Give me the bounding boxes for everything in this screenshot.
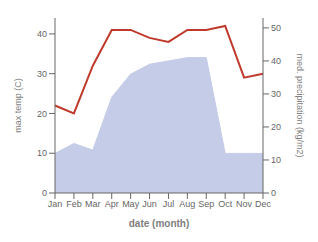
svg-text:Aug: Aug: [179, 199, 195, 209]
svg-text:Oct: Oct: [218, 199, 233, 209]
svg-text:20: 20: [271, 122, 281, 132]
svg-text:20: 20: [37, 109, 47, 119]
svg-text:10: 10: [37, 148, 47, 158]
svg-text:Jan: Jan: [48, 199, 63, 209]
svg-text:Sep: Sep: [198, 199, 214, 209]
svg-text:max temp (C): max temp (C): [13, 78, 23, 133]
svg-text:Dec: Dec: [255, 199, 272, 209]
svg-text:40: 40: [37, 29, 47, 39]
svg-text:0: 0: [271, 188, 276, 198]
svg-text:0: 0: [42, 188, 47, 198]
svg-text:50: 50: [271, 23, 281, 33]
svg-text:Mar: Mar: [85, 199, 101, 209]
svg-text:40: 40: [271, 56, 281, 66]
svg-text:date (month): date (month): [129, 218, 190, 229]
svg-text:Jul: Jul: [163, 199, 175, 209]
svg-text:Apr: Apr: [105, 199, 119, 209]
svg-text:May: May: [122, 199, 140, 209]
svg-text:30: 30: [37, 69, 47, 79]
svg-text:Feb: Feb: [66, 199, 82, 209]
svg-text:30: 30: [271, 89, 281, 99]
svg-text:Jun: Jun: [142, 199, 157, 209]
svg-text:Nov: Nov: [236, 199, 253, 209]
svg-text:10: 10: [271, 155, 281, 165]
svg-text:med. precipitation (kg/m2): med. precipitation (kg/m2): [295, 53, 305, 157]
